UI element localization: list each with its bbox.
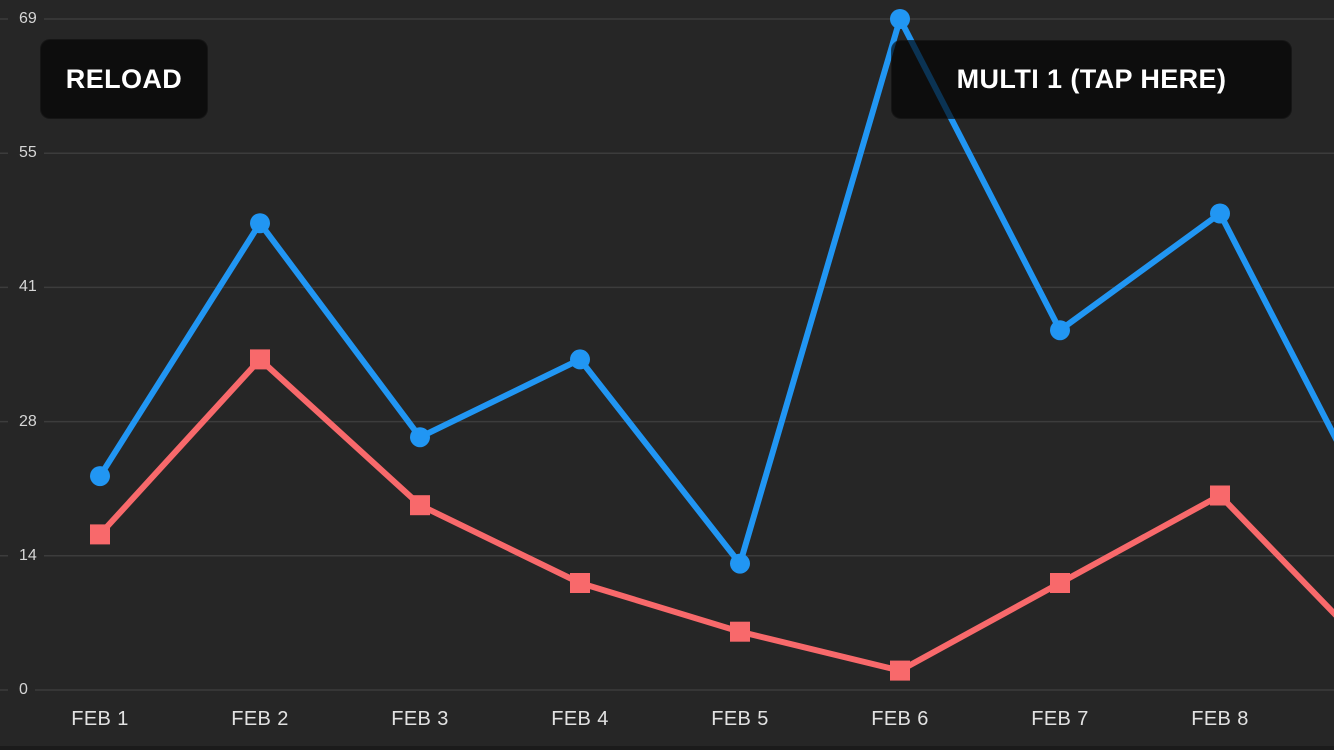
x-tick-label: FEB 6 xyxy=(871,708,929,730)
blue-circle-series-point-marker xyxy=(1210,203,1230,224)
red-square-series-point-marker xyxy=(890,660,910,681)
red-square-series-point-marker xyxy=(1050,573,1070,593)
x-tick-label: FEB 5 xyxy=(711,708,769,730)
x-tick-label: FEB 2 xyxy=(231,708,289,730)
y-tick-label: 69 xyxy=(8,8,44,30)
x-tick-label: FEB 3 xyxy=(391,708,449,730)
y-tick-label: 41 xyxy=(8,276,44,299)
blue-circle-series-point-marker xyxy=(410,427,430,448)
y-tick-label: 55 xyxy=(8,142,44,165)
red-square-series-point-marker xyxy=(90,524,110,545)
multi1-tap-here-button[interactable]: MULTI 1 (TAP HERE) xyxy=(891,40,1292,119)
red-square-series-point-marker xyxy=(250,349,270,370)
reload-button[interactable]: RELOAD xyxy=(40,39,208,119)
red-square-series-point-marker xyxy=(730,621,750,642)
blue-circle-series-point-marker xyxy=(250,213,270,234)
y-tick-label: 28 xyxy=(8,410,44,433)
blue-circle-series-point-marker xyxy=(90,466,110,487)
y-tick-label: 14 xyxy=(8,544,44,567)
x-tick-label: FEB 1 xyxy=(71,708,129,730)
blue-circle-series-point-marker xyxy=(1050,320,1070,341)
x-tick-label: FEB 7 xyxy=(1031,708,1089,730)
x-tick-label: FEB 8 xyxy=(1191,708,1249,730)
blue-circle-series-point-marker xyxy=(570,349,590,370)
red-square-series-line xyxy=(97,356,1334,674)
y-tick-label: 0 xyxy=(8,679,35,701)
x-tick-label: FEB 4 xyxy=(551,708,609,730)
bottom-edge-strip xyxy=(0,746,1334,750)
red-square-series-point-marker xyxy=(1210,485,1230,506)
red-square-series-point-marker xyxy=(570,573,590,593)
blue-circle-series-point-marker xyxy=(730,553,750,574)
red-square-series-point-marker xyxy=(410,495,430,516)
blue-circle-series-point-marker xyxy=(890,9,910,29)
